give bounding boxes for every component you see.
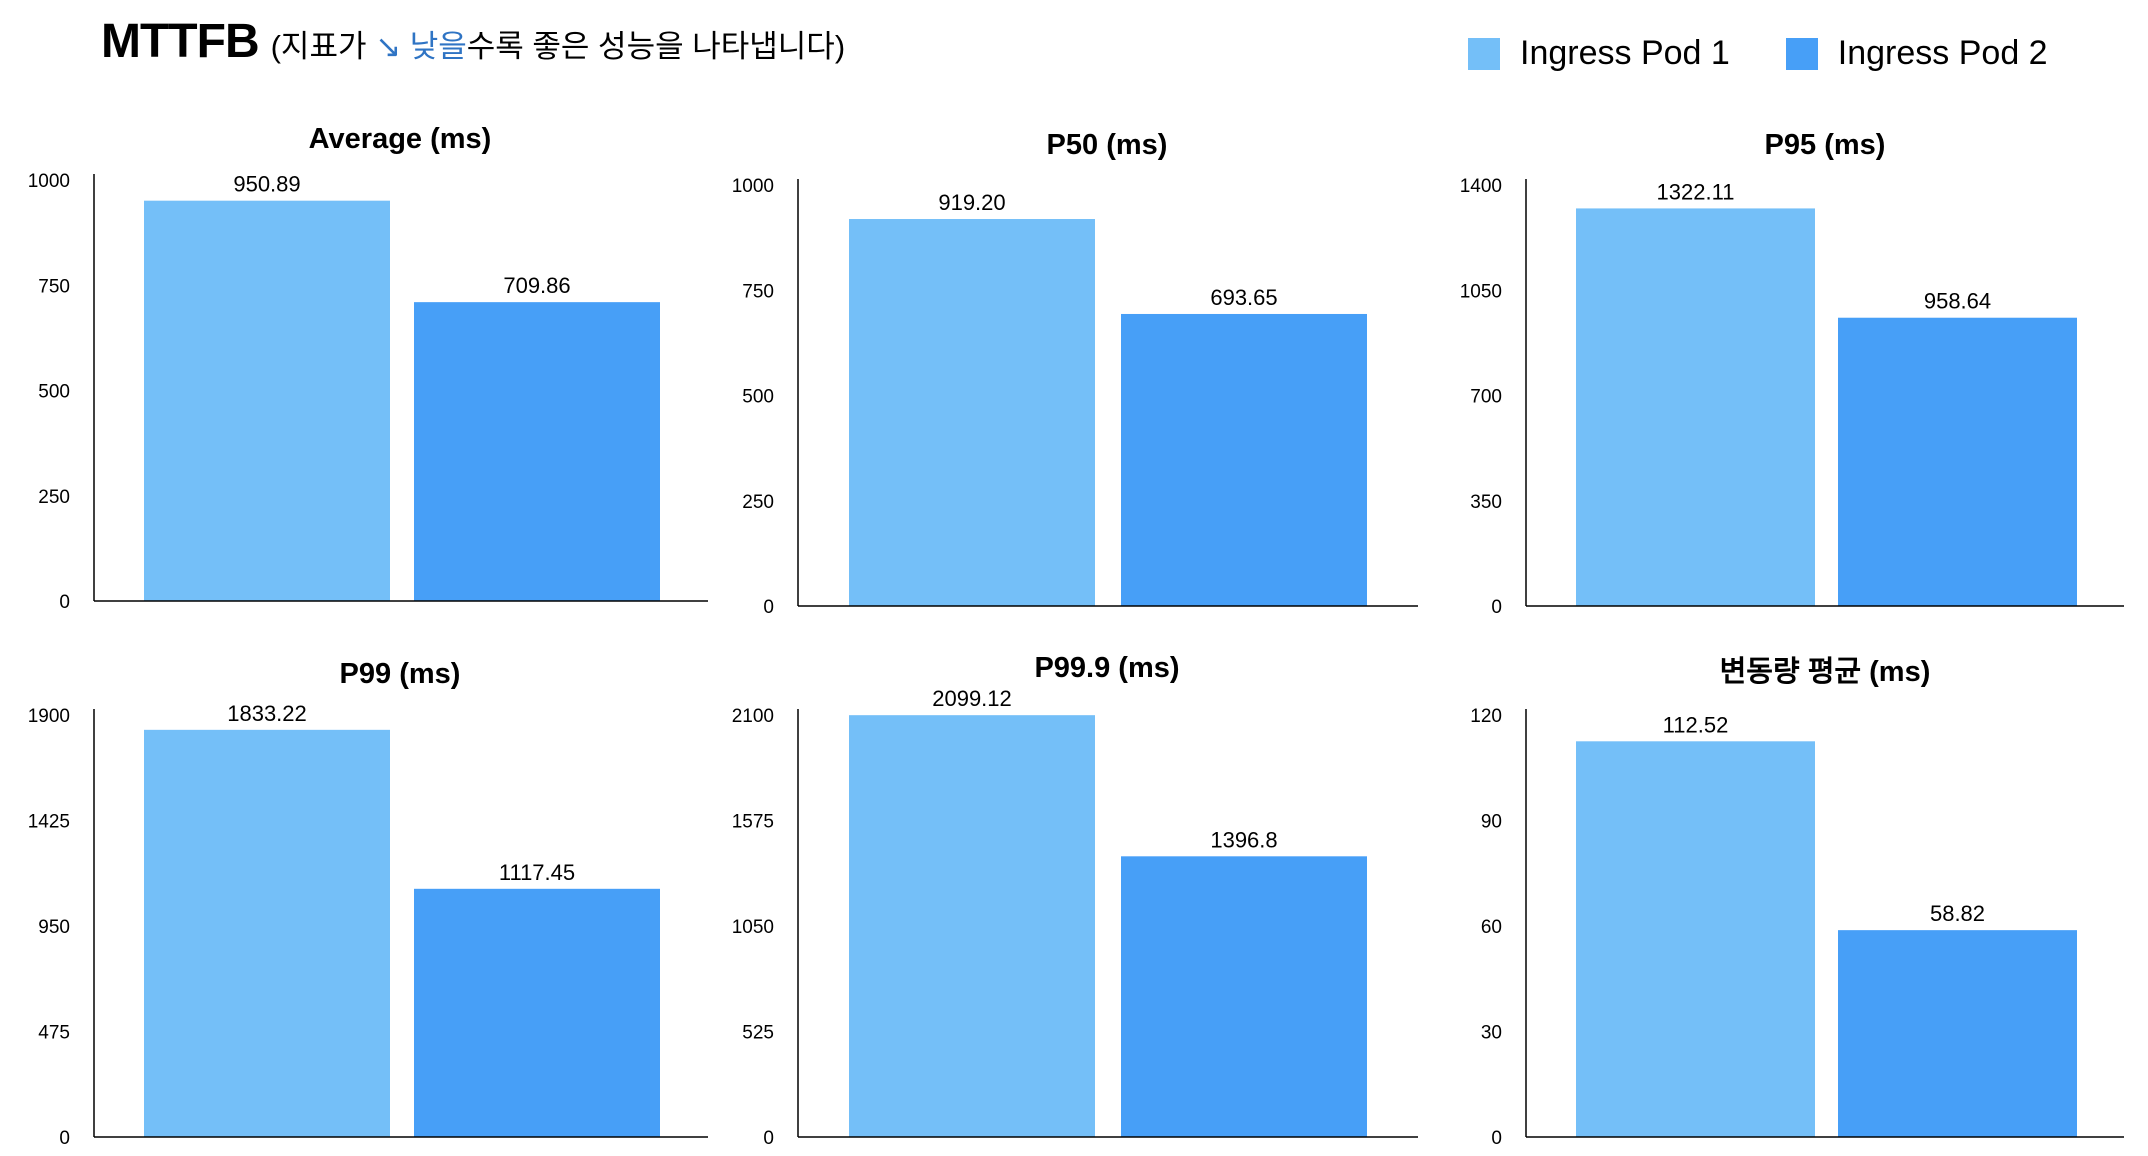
legend-item-pod-1: Ingress Pod 1	[1468, 34, 1730, 73]
bar-pod-1	[144, 200, 390, 602]
y-tick-label: 0	[59, 1128, 70, 1149]
y-tick-label: 1000	[732, 176, 774, 197]
y-tick-label: 1575	[732, 812, 774, 833]
data-label-pod-2: 693.65	[1210, 285, 1277, 310]
y-tick-label: 30	[1481, 1023, 1502, 1044]
bar-pod-1	[849, 715, 1095, 1137]
bar-pod-1	[1576, 741, 1815, 1137]
data-label-pod-2: 1396.8	[1210, 827, 1277, 852]
y-tick-label: 700	[1470, 387, 1502, 408]
bar-pod-2	[1121, 313, 1367, 606]
data-label-pod-1: 112.52	[1663, 712, 1729, 737]
data-label-pod-2: 1117.45	[499, 860, 575, 885]
bar-pod-2	[1121, 856, 1367, 1137]
data-label-pod-2: 58.82	[1930, 901, 1985, 926]
y-tick-label: 1000	[28, 171, 70, 192]
y-tick-label: 0	[763, 597, 774, 618]
y-tick-label: 500	[742, 387, 774, 408]
legend: Ingress Pod 1 Ingress Pod 2	[1468, 34, 2104, 73]
bar-pod-2	[1838, 930, 2077, 1137]
chart-title: P99 (ms)	[340, 658, 461, 690]
y-tick-label: 525	[742, 1023, 774, 1044]
bar-pod-1	[144, 729, 390, 1137]
subtitle-after: 수록 좋은 성능을 나타냅니다)	[466, 29, 846, 64]
chart-title: Average (ms)	[309, 123, 492, 155]
chart-title: P99.9 (ms)	[1034, 652, 1179, 684]
y-tick-label: 0	[1491, 1128, 1502, 1149]
chart-1: Average (ms) 0 250 500 750 1000 950.89 709.86	[28, 123, 708, 613]
y-tick-label: 120	[1470, 706, 1502, 727]
y-tick-label: 1900	[28, 706, 70, 727]
chart-title: P50 (ms)	[1047, 129, 1168, 161]
legend-label-pod-1: Ingress Pod 1	[1520, 34, 1730, 72]
chart-2: P50 (ms) 0 250 500 750 1000 919.20 693.65	[732, 129, 1418, 618]
data-label-pod-1: 1322.11	[1657, 179, 1735, 204]
page-subtitle: (지표가 ↘ 낮을수록 좋은 성능을 나타냅니다)	[271, 21, 846, 66]
y-tick-label: 750	[38, 276, 70, 297]
y-tick-label: 2100	[732, 706, 774, 727]
data-label-pod-1: 2099.12	[932, 686, 1012, 711]
subtitle-accent: ↘ 낮을	[375, 29, 467, 64]
bar-pod-2	[414, 302, 660, 601]
y-tick-label: 500	[38, 382, 70, 403]
legend-swatch-pod-1	[1468, 37, 1500, 70]
bar-pod-1	[849, 219, 1095, 607]
data-label-pod-1: 919.20	[938, 190, 1005, 215]
y-tick-label: 750	[742, 281, 774, 302]
bar-pod-2	[1838, 317, 2077, 606]
data-label-pod-1: 1833.22	[227, 701, 307, 726]
y-tick-label: 60	[1481, 917, 1502, 938]
legend-item-pod-2: Ingress Pod 2	[1785, 34, 2048, 73]
data-label-pod-1: 950.89	[233, 172, 300, 197]
y-tick-label: 0	[763, 1128, 774, 1149]
chart-title: 변동량 평균 (ms)	[1720, 655, 1931, 688]
y-tick-label: 475	[38, 1023, 70, 1044]
y-tick-label: 0	[59, 592, 70, 613]
chart-4: P99 (ms) 0 475 950 1425 1900 1833.22 1117.45	[28, 658, 708, 1149]
y-tick-label: 250	[38, 487, 70, 508]
chart-3: P95 (ms) 0 350 700 1050 1400 1322.11 958.64	[1460, 129, 2124, 618]
y-tick-label: 0	[1491, 597, 1502, 618]
legend-swatch-pod-2	[1785, 37, 1818, 70]
y-tick-label: 250	[742, 492, 774, 513]
data-label-pod-2: 958.64	[1924, 289, 1991, 314]
bar-pod-1	[1576, 208, 1815, 606]
bar-pod-2	[414, 888, 660, 1137]
chart-title: P95 (ms)	[1765, 129, 1886, 161]
subtitle-before: (지표가	[270, 29, 376, 64]
chart-5: P99.9 (ms) 0 525 1050 1575 2100 2099.12 1396.8	[732, 652, 1418, 1149]
y-tick-label: 950	[38, 917, 70, 938]
y-tick-label: 1425	[28, 812, 70, 833]
y-tick-label: 90	[1481, 812, 1502, 833]
page-header: MTTFB (지표가 ↘ 낮을수록 좋은 성능을 나타냅니다)	[101, 14, 845, 78]
chart-6: 변동량 평균 (ms) 0 30 60 90 120 112.52 58.82	[1470, 655, 2124, 1149]
data-label-pod-2: 709.86	[503, 273, 570, 298]
page-title: MTTFB	[101, 15, 260, 68]
y-tick-label: 1050	[732, 917, 774, 938]
legend-label-pod-2: Ingress Pod 2	[1837, 34, 2048, 72]
y-tick-label: 1050	[1460, 281, 1502, 302]
y-tick-label: 1400	[1460, 176, 1502, 197]
y-tick-label: 350	[1470, 492, 1502, 513]
